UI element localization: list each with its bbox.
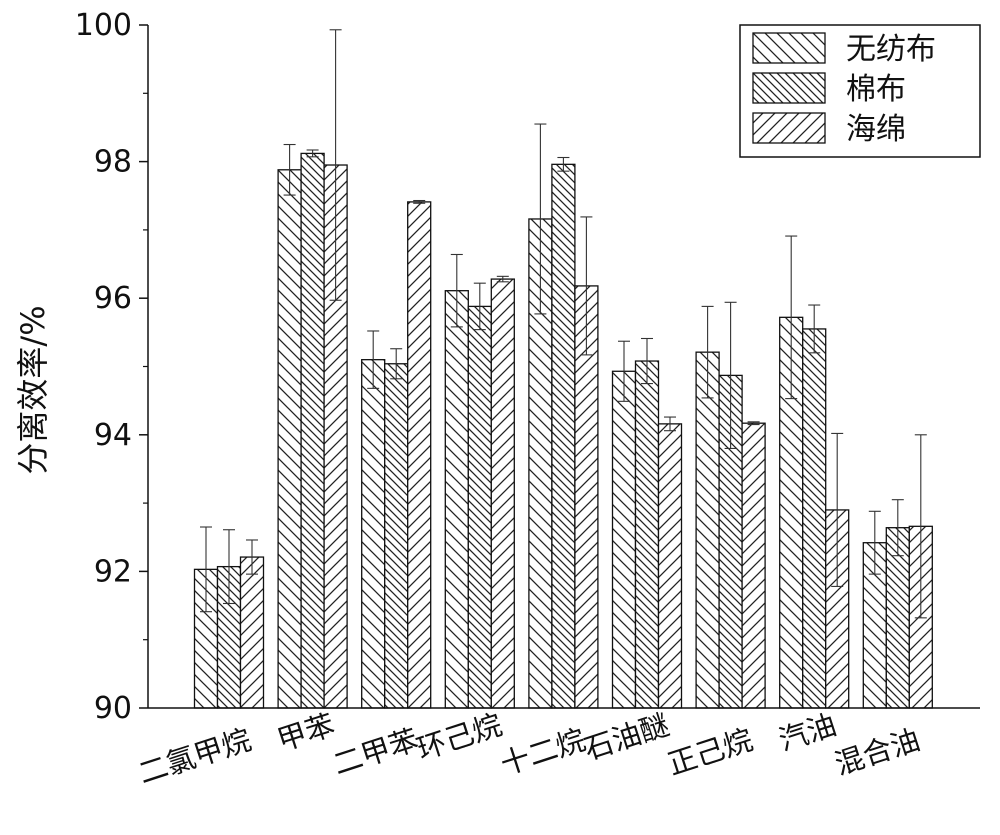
bar: [803, 329, 826, 708]
x-category-label: 正己烷: [663, 722, 756, 781]
bar: [241, 557, 264, 708]
x-category-label: 二甲苯: [329, 722, 422, 781]
x-category-labels: 二氯甲烷甲苯二甲苯环己烷十二烷石油醚正己烷汽油混合油: [134, 707, 924, 790]
bar: [659, 424, 682, 708]
bar: [362, 360, 385, 708]
y-axis-title: 分离效率/%: [14, 305, 52, 474]
y-tick-label: 100: [75, 8, 132, 43]
legend-swatch: [753, 73, 825, 103]
x-category-label: 混合油: [831, 722, 924, 781]
bar: [552, 164, 575, 708]
x-category-label: 十二烷: [496, 722, 589, 781]
y-ticks: 90 92 94 96 98 100: [75, 8, 148, 726]
bar: [696, 352, 719, 708]
x-category-label: 石油醚: [580, 707, 673, 766]
bars-layer: [195, 153, 933, 708]
bar: [742, 423, 765, 708]
y-tick-label: 90: [94, 691, 132, 726]
x-category-label: 二氯甲烷: [134, 722, 255, 790]
legend-swatch: [753, 33, 825, 63]
bar: [613, 371, 636, 708]
legend: 无纺布棉布海绵: [740, 25, 980, 157]
bar: [385, 364, 408, 708]
bar: [445, 291, 468, 708]
bar: [301, 153, 324, 708]
y-tick-label: 96: [94, 281, 132, 316]
bar: [278, 170, 301, 708]
legend-label: 棉布: [846, 72, 906, 107]
y-tick-label: 94: [94, 418, 132, 453]
legend-label: 无纺布: [846, 32, 936, 67]
legend-swatch: [753, 113, 825, 143]
legend-label: 海绵: [846, 112, 906, 147]
bar: [491, 279, 514, 708]
bar: [468, 306, 491, 708]
bar: [408, 202, 431, 708]
y-tick-label: 98: [94, 145, 132, 180]
y-tick-label: 92: [94, 554, 132, 589]
x-category-label: 环己烷: [413, 707, 506, 766]
bar: [636, 361, 659, 708]
